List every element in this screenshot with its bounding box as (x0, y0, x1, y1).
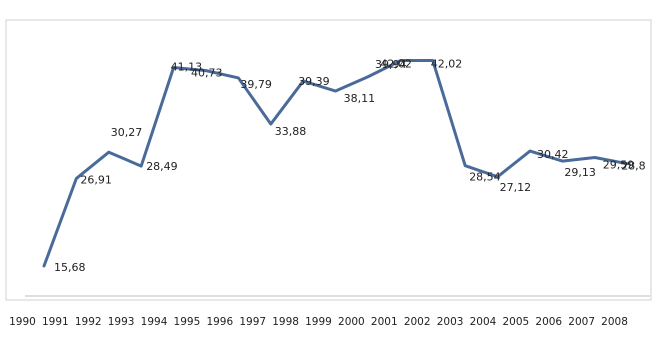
plot-border (5, 19, 652, 301)
x-tick-label-1997: 1997 (239, 316, 266, 328)
x-tick-label-2005: 2005 (503, 316, 530, 328)
data-label-2004: 27,12 (500, 181, 531, 194)
data-label-1990: 15,68 (54, 261, 86, 274)
x-tick-label-1999: 1999 (305, 316, 332, 328)
series-layer (42, 59, 629, 268)
data-label-1992: 30,27 (111, 126, 143, 139)
x-tick-label-1994: 1994 (141, 316, 168, 328)
x-tick-label-1996: 1996 (206, 316, 233, 328)
x-tick-label-2002: 2002 (404, 316, 431, 328)
x-tick-layer: 1990 1991 1992 1993 1994 1995 1996 1997 1998 1999… (9, 316, 628, 328)
data-label-1997: 33,88 (275, 125, 307, 138)
x-tick-label-2001: 2001 (371, 316, 398, 328)
data-label-2002: 42,02 (431, 58, 463, 71)
data-label-1993: 28,49 (146, 160, 178, 173)
data-label-2006: 29,13 (564, 166, 596, 179)
data-label-2001: 42,02 (380, 58, 412, 71)
x-tick-label-2004: 2004 (470, 316, 497, 328)
data-label-1998: 39,39 (298, 75, 330, 88)
data-label-2003: 28,54 (469, 171, 501, 184)
x-tick-label-2003: 2003 (437, 316, 464, 328)
data-label-1994: 41,13 (171, 60, 203, 73)
x-tick-label-2000: 2000 (338, 316, 365, 328)
x-tick-label-1993: 1993 (108, 316, 135, 328)
data-label-2005: 30,42 (537, 148, 569, 161)
x-tick-label-1992: 1992 (75, 316, 102, 328)
x-tick-label-2006: 2006 (535, 316, 562, 328)
x-tick-label-1990: 1990 (9, 316, 36, 328)
x-tick-label-1991: 1991 (42, 316, 69, 328)
x-tick-label-2007: 2007 (568, 316, 595, 328)
data-label-1999: 38,11 (344, 92, 376, 105)
data-label-1996: 39,79 (240, 78, 272, 91)
x-tick-label-1998: 1998 (272, 316, 299, 328)
x-tick-label-1995: 1995 (174, 316, 201, 328)
data-label-1991: 26,91 (80, 173, 112, 186)
data-label-2007: 29,59 (603, 159, 635, 172)
x-tick-label-2008: 2008 (601, 316, 628, 328)
data-label-2000: 39,94 (375, 58, 407, 71)
data-label-1995: 40,73 (191, 67, 223, 80)
data-label-2008: 28,8 (621, 160, 646, 173)
